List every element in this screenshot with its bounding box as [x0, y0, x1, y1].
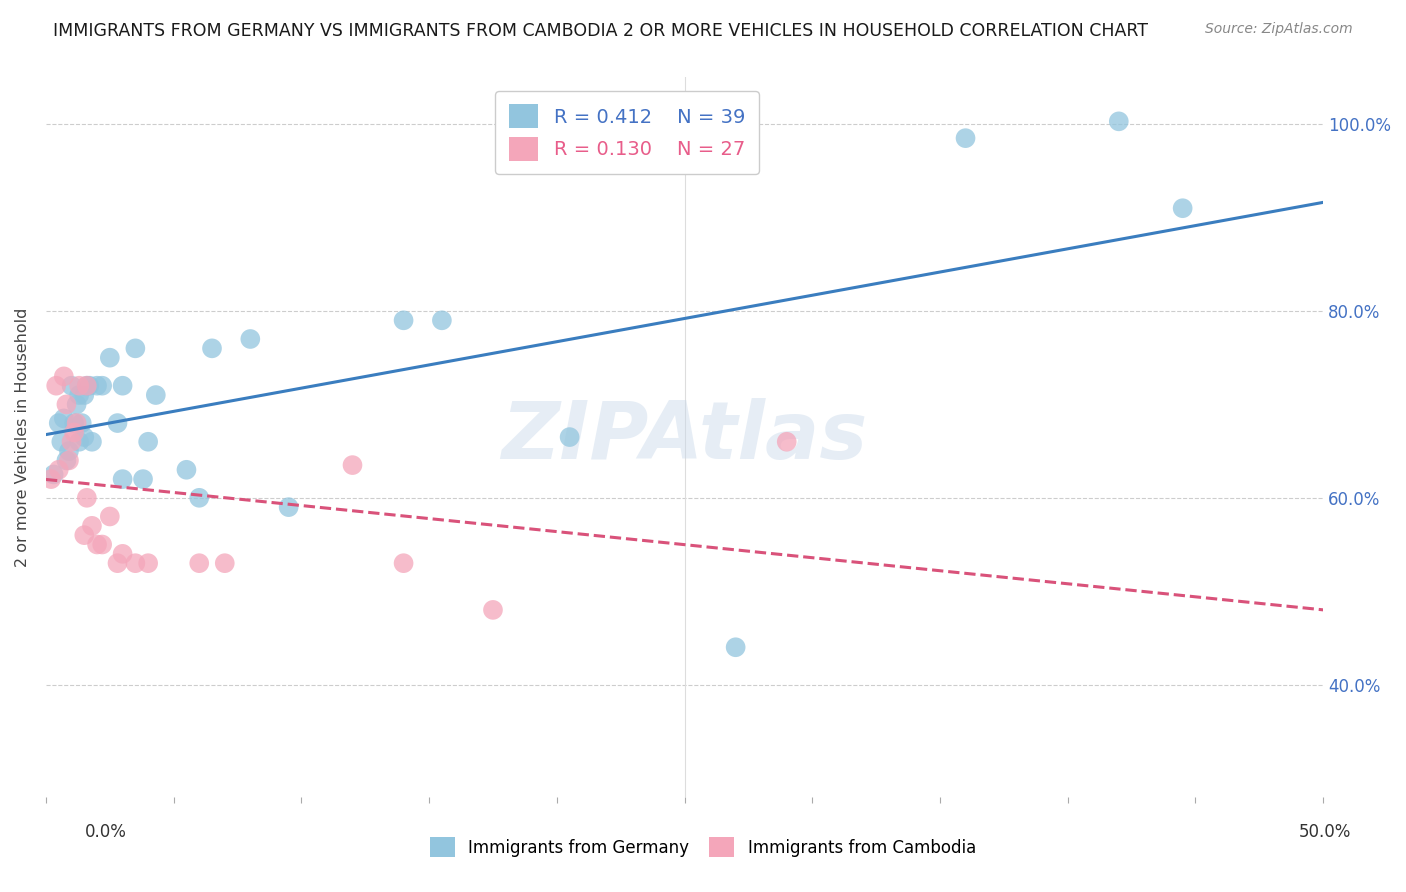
Point	[73, 528, 96, 542]
Point	[86, 537, 108, 551]
Point	[176, 463, 198, 477]
Point	[63, 425, 86, 440]
Point	[65, 416, 87, 430]
Point	[107, 556, 129, 570]
Point	[132, 472, 155, 486]
Point	[86, 378, 108, 392]
Point	[67, 388, 90, 402]
Point	[60, 378, 83, 392]
Text: Source: ZipAtlas.com: Source: ZipAtlas.com	[1205, 22, 1353, 37]
Point	[124, 556, 146, 570]
Point	[67, 434, 90, 449]
Point	[52, 411, 75, 425]
Point	[107, 416, 129, 430]
Point	[58, 444, 80, 458]
Point	[45, 378, 67, 392]
Point	[98, 351, 121, 365]
Point	[42, 467, 65, 482]
Point	[277, 500, 299, 515]
Point	[188, 491, 211, 505]
Point	[60, 434, 83, 449]
Legend: Immigrants from Germany, Immigrants from Cambodia: Immigrants from Germany, Immigrants from…	[423, 830, 983, 864]
Point	[136, 556, 159, 570]
Point	[55, 453, 77, 467]
Point	[63, 416, 86, 430]
Point	[145, 388, 167, 402]
Point	[76, 378, 98, 392]
Point	[67, 378, 90, 392]
Point	[776, 434, 799, 449]
Point	[558, 430, 581, 444]
Point	[201, 342, 224, 356]
Point	[214, 556, 236, 570]
Point	[79, 378, 101, 392]
Point	[91, 537, 114, 551]
Text: 50.0%: 50.0%	[1298, 822, 1351, 840]
Point	[76, 491, 98, 505]
Text: IMMIGRANTS FROM GERMANY VS IMMIGRANTS FROM CAMBODIA 2 OR MORE VEHICLES IN HOUSEH: IMMIGRANTS FROM GERMANY VS IMMIGRANTS FR…	[53, 22, 1149, 40]
Point	[392, 313, 415, 327]
Point	[188, 556, 211, 570]
Point	[724, 640, 747, 655]
Point	[1108, 114, 1130, 128]
Point	[80, 518, 103, 533]
Point	[52, 369, 75, 384]
Point	[80, 434, 103, 449]
Point	[73, 388, 96, 402]
Point	[55, 397, 77, 411]
Point	[91, 378, 114, 392]
Point	[392, 556, 415, 570]
Point	[48, 416, 70, 430]
Point	[58, 453, 80, 467]
Point	[48, 463, 70, 477]
Point	[1171, 201, 1194, 215]
Point	[342, 458, 364, 472]
Point	[136, 434, 159, 449]
Point	[124, 342, 146, 356]
Point	[51, 434, 73, 449]
Text: 0.0%: 0.0%	[84, 822, 127, 840]
Point	[73, 430, 96, 444]
Legend: R = 0.412    N = 39, R = 0.130    N = 27: R = 0.412 N = 39, R = 0.130 N = 27	[495, 91, 759, 174]
Point	[65, 397, 87, 411]
Point	[98, 509, 121, 524]
Point	[430, 313, 453, 327]
Point	[955, 131, 977, 145]
Point	[111, 472, 134, 486]
Point	[76, 378, 98, 392]
Point	[111, 547, 134, 561]
Point	[111, 378, 134, 392]
Point	[239, 332, 262, 346]
Point	[39, 472, 62, 486]
Text: ZIPAtlas: ZIPAtlas	[502, 398, 868, 476]
Point	[482, 603, 505, 617]
Point	[70, 416, 93, 430]
Y-axis label: 2 or more Vehicles in Household: 2 or more Vehicles in Household	[15, 308, 30, 566]
